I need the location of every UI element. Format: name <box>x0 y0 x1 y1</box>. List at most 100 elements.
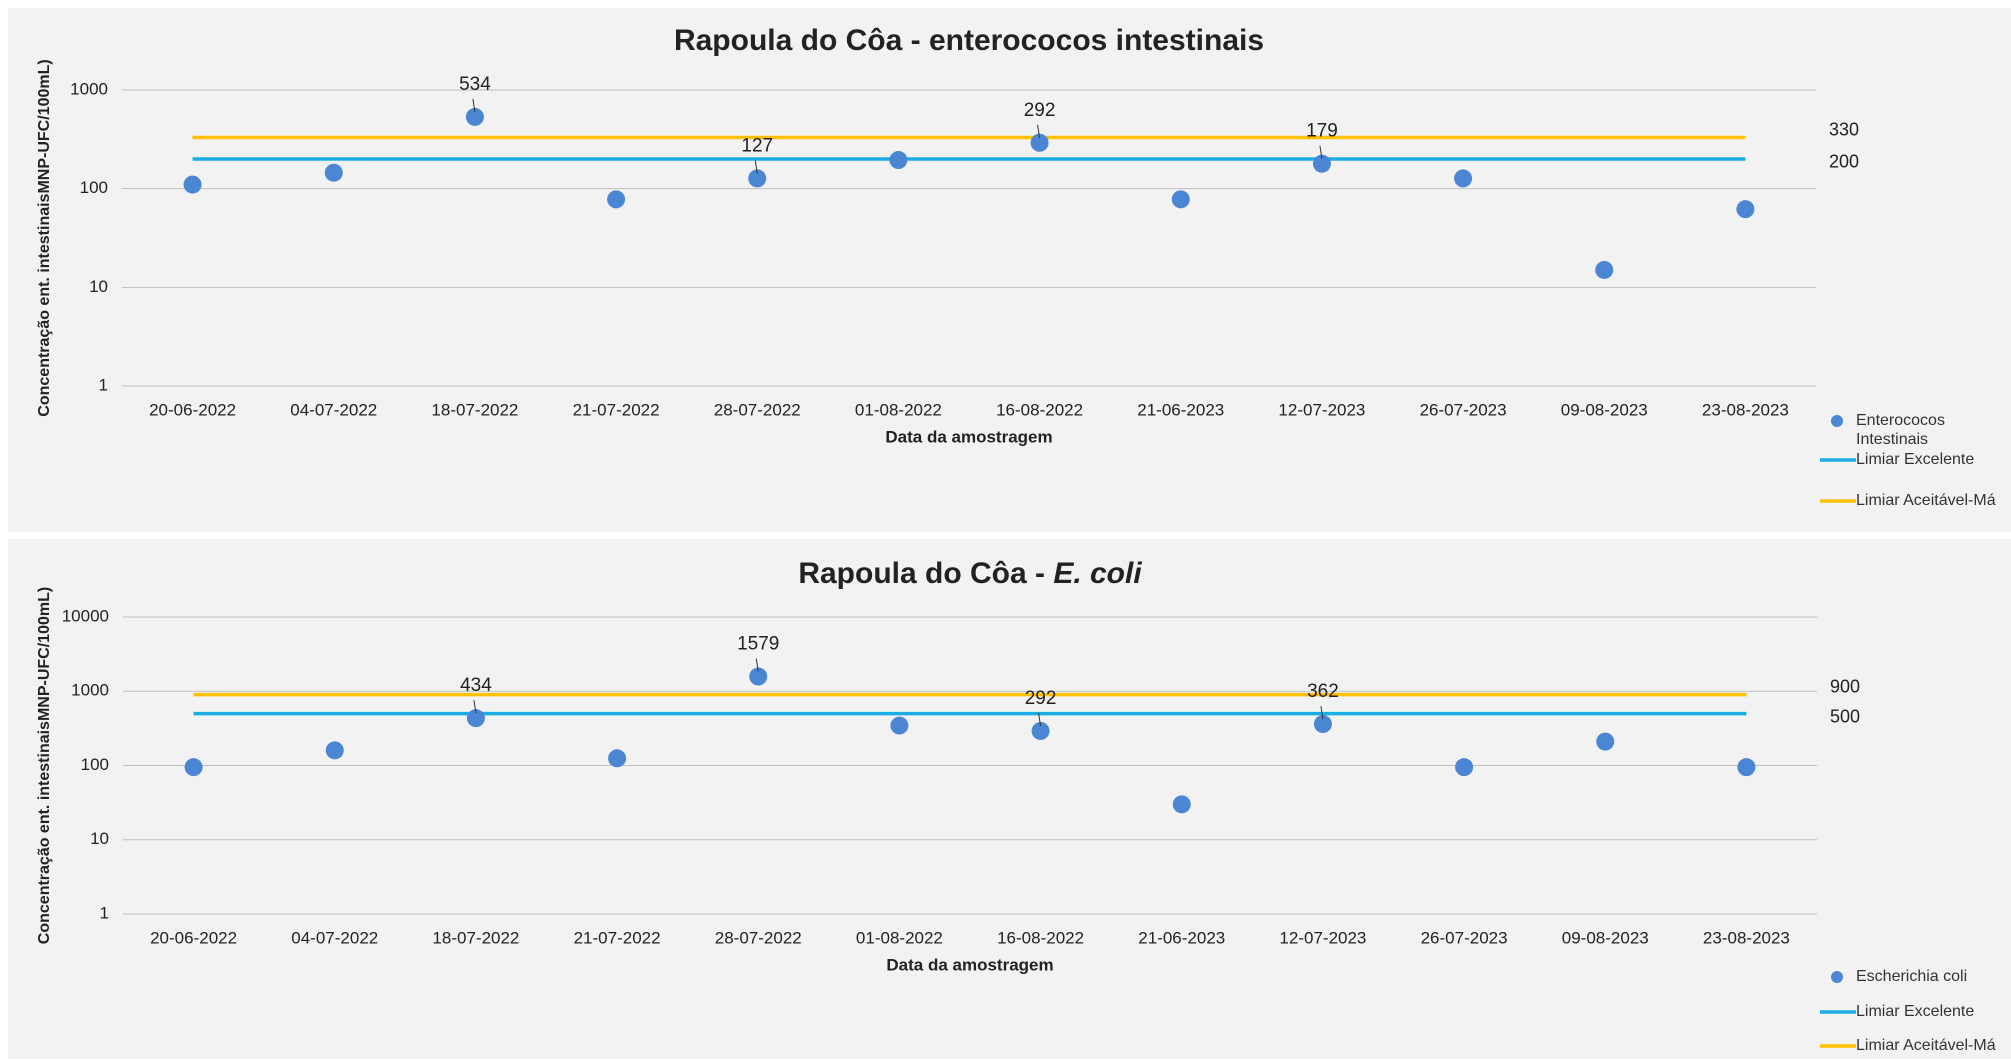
legend-label: Enterococos Intestinais <box>1856 412 1945 448</box>
data-label: 292 <box>1025 688 1057 709</box>
point <box>749 667 768 686</box>
point <box>1030 133 1049 152</box>
x-tick-label: 01-08-2022 <box>856 928 943 947</box>
point <box>184 758 203 777</box>
legend-entry: Limiar Aceitável-Má <box>1856 1037 1996 1054</box>
legend-label: Limiar Excelente <box>1856 1003 1975 1020</box>
leader-line <box>1038 712 1042 727</box>
point <box>324 163 343 182</box>
x-tick-label: 28-07-2022 <box>714 400 801 419</box>
point <box>183 175 202 194</box>
title-part: Rapoula do Côa - <box>798 557 1053 590</box>
point <box>890 716 909 735</box>
y-tick-label: 10000 <box>62 606 109 625</box>
threshold-label: 500 <box>1830 706 1860 726</box>
point <box>1737 758 1756 777</box>
x-tick-label: 21-07-2022 <box>573 400 660 419</box>
leader-line <box>1037 124 1041 138</box>
leader-line <box>754 160 758 174</box>
legend-entry: Enterococos Intestinais <box>1856 412 1945 448</box>
x-tick-label: 21-07-2022 <box>574 928 661 947</box>
y-tick-label: 100 <box>81 755 109 774</box>
point <box>1596 732 1615 751</box>
legend-label: Limiar Aceitável-Má <box>1856 492 1996 509</box>
point <box>889 151 908 170</box>
legend-entry: Limiar Aceitável-Má <box>1856 492 1996 509</box>
point <box>1172 795 1191 814</box>
x-tick-label: 04-07-2022 <box>291 928 378 947</box>
point <box>1454 169 1473 188</box>
x-tick-label: 28-07-2022 <box>715 928 802 947</box>
y-tick-label: 10 <box>89 277 108 296</box>
x-axis-label: Data da amostragem <box>885 427 1052 446</box>
x-tick-label: 26-07-2023 <box>1420 400 1507 419</box>
x-tick-label: 04-07-2022 <box>290 400 377 419</box>
x-tick-label: 09-08-2023 <box>1561 400 1648 419</box>
point <box>1312 154 1331 173</box>
point <box>607 190 626 209</box>
y-tick-label: 1 <box>99 375 108 394</box>
data-label: 1579 <box>737 634 779 655</box>
x-tick-label: 23-08-2023 <box>1702 400 1789 419</box>
y-axis-label: Concentração ent. intestinaisMNP-UFC/100… <box>36 59 53 416</box>
x-tick-label: 21-06-2023 <box>1137 400 1224 419</box>
panel <box>8 8 2011 532</box>
threshold-label: 200 <box>1829 152 1859 172</box>
y-tick-label: 10 <box>90 829 109 848</box>
point <box>465 107 484 126</box>
leader-line <box>1320 705 1324 720</box>
legend-label: Limiar Aceitável-Má <box>1856 1037 1996 1054</box>
y-tick-label: 1 <box>100 903 109 922</box>
legend-entry: Limiar Excelente <box>1856 451 1975 468</box>
legend-marker <box>1831 971 1843 983</box>
x-tick-label: 12-07-2023 <box>1279 928 1366 947</box>
legend-label: Limiar Excelente <box>1856 451 1975 468</box>
leader-line <box>473 700 477 714</box>
point <box>1736 200 1755 219</box>
title-part: E. coli <box>1053 557 1142 590</box>
x-tick-label: 26-07-2023 <box>1421 928 1508 947</box>
leader-line <box>472 98 476 112</box>
data-label: 127 <box>741 135 773 156</box>
point <box>1595 260 1614 279</box>
legend-label: Escherichia coli <box>1856 968 1968 985</box>
point <box>1455 758 1474 777</box>
x-tick-label: 12-07-2023 <box>1278 400 1365 419</box>
y-tick-label: 1000 <box>71 681 109 700</box>
x-tick-label: 09-08-2023 <box>1562 928 1649 947</box>
data-label: 292 <box>1024 100 1056 121</box>
x-tick-label: 16-08-2022 <box>996 400 1083 419</box>
y-tick-label: 1000 <box>70 79 108 98</box>
legend-marker <box>1831 415 1843 427</box>
y-tick-label: 100 <box>80 178 108 197</box>
data-label: 434 <box>460 675 492 696</box>
threshold-label: 330 <box>1829 119 1859 139</box>
chart-title: Rapoula do Côa - E. coli <box>798 557 1142 590</box>
point <box>1313 715 1332 734</box>
data-label: 362 <box>1307 681 1339 702</box>
y-axis-label: Concentração ent. intestinaisMNP-UFC/100… <box>36 587 53 944</box>
point <box>325 741 344 760</box>
x-tick-label: 20-06-2022 <box>149 400 236 419</box>
leader-line <box>1319 145 1323 159</box>
threshold-label: 900 <box>1830 676 1860 696</box>
x-tick-label: 18-07-2022 <box>432 928 519 947</box>
data-label: 534 <box>459 74 491 95</box>
x-tick-label: 23-08-2023 <box>1703 928 1790 947</box>
x-tick-label: 16-08-2022 <box>997 928 1084 947</box>
x-tick-label: 21-06-2023 <box>1138 928 1225 947</box>
data-label: 179 <box>1306 121 1338 142</box>
chart-title: Rapoula do Côa - enterococos intestinais <box>674 24 1264 57</box>
point <box>1171 190 1190 209</box>
point <box>608 749 627 768</box>
legend-entry: Escherichia coli <box>1856 968 1968 985</box>
title-part: Rapoula do Côa - enterococos intestinais <box>674 24 1264 57</box>
x-axis-label: Data da amostragem <box>886 955 1053 974</box>
x-tick-label: 20-06-2022 <box>150 928 237 947</box>
x-tick-label: 01-08-2022 <box>855 400 942 419</box>
x-tick-label: 18-07-2022 <box>431 400 518 419</box>
panel <box>8 539 2011 1059</box>
point <box>748 169 767 188</box>
leader-line <box>755 658 759 672</box>
